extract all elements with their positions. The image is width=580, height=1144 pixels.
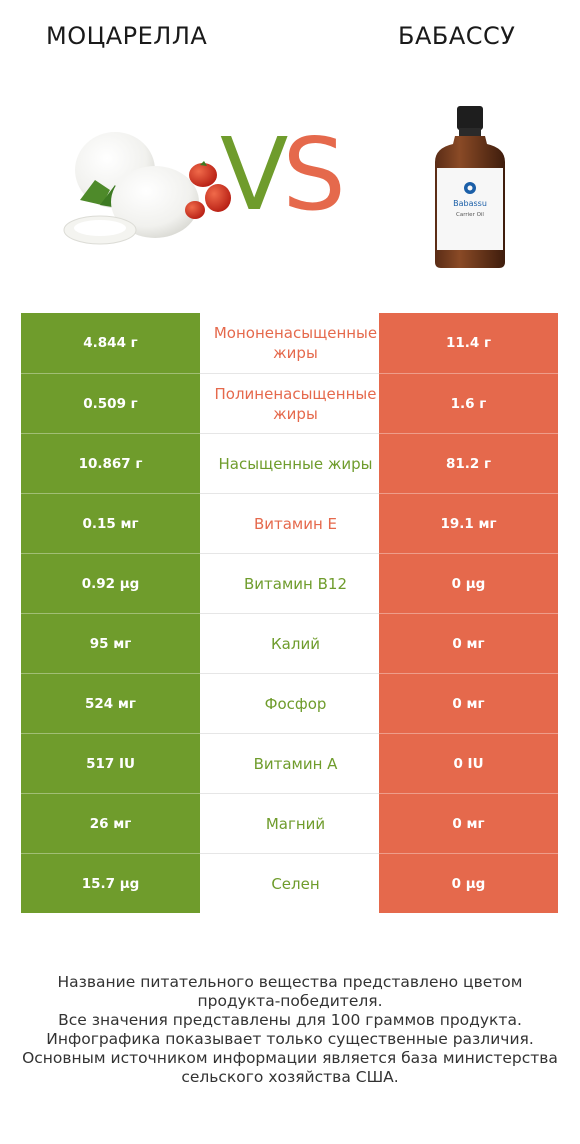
left-value: 524 мг — [21, 673, 200, 733]
footer-line: Основным источником информации является … — [22, 1049, 558, 1067]
left-value: 26 мг — [21, 793, 200, 853]
left-value: 0.15 мг — [21, 493, 200, 553]
nutrient-name: Витамин A — [200, 733, 379, 793]
bottle-label-brand: Babassu — [453, 199, 487, 208]
right-value: 0 µg — [379, 553, 558, 613]
left-value: 517 IU — [21, 733, 200, 793]
nutrient-name: Мононенасыщенные жиры — [200, 313, 379, 373]
footer-note: Название питательного вещества представл… — [20, 973, 560, 1087]
nutrient-name: Калий — [200, 613, 379, 673]
vs-label: VS — [220, 116, 346, 233]
nutrient-name: Насыщенные жиры — [200, 433, 379, 493]
right-value: 0 мг — [379, 673, 558, 733]
nutrient-name: Магний — [200, 793, 379, 853]
right-value: 81.2 г — [379, 433, 558, 493]
right-value: 0 IU — [379, 733, 558, 793]
table-row: 524 мг Фосфор 0 мг — [21, 673, 558, 733]
table-row: 26 мг Магний 0 мг — [21, 793, 558, 853]
left-value: 0.92 µg — [21, 553, 200, 613]
left-value: 4.844 г — [21, 313, 200, 373]
mozzarella-image — [63, 132, 231, 245]
comparison-table: 4.844 г Мононенасыщенные жиры 11.4 г 0.509 … — [21, 313, 558, 913]
left-value: 15.7 µg — [21, 853, 200, 913]
left-value: 10.867 г — [21, 433, 200, 493]
nutrient-name: Фосфор — [200, 673, 379, 733]
bottle-label-sub: Carrier Oil — [456, 212, 484, 218]
right-value: 0 мг — [379, 613, 558, 673]
table-row: 0.15 мг Витамин E 19.1 мг — [21, 493, 558, 553]
right-product-title: БАБАССУ — [398, 22, 516, 50]
table-row: 0.509 г Полиненасыщенные жиры 1.6 г — [21, 373, 558, 433]
right-value: 1.6 г — [379, 373, 558, 433]
footer-line: продукта-победителя. — [197, 992, 383, 1010]
nutrient-name: Селен — [200, 853, 379, 913]
footer-line: Название питательного вещества представл… — [57, 973, 523, 991]
footer-line: Все значения представлены для 100 граммо… — [58, 1011, 522, 1029]
right-value: 0 µg — [379, 853, 558, 913]
left-product-title: МОЦАРЕЛЛА — [46, 22, 208, 50]
table-row: 10.867 г Насыщенные жиры 81.2 г — [21, 433, 558, 493]
table-row: 4.844 г Мононенасыщенные жиры 11.4 г — [21, 313, 558, 373]
nutrient-name: Витамин B12 — [200, 553, 379, 613]
footer-line: сельского хозяйства США. — [181, 1068, 399, 1086]
left-value: 95 мг — [21, 613, 200, 673]
right-value: 0 мг — [379, 793, 558, 853]
left-value: 0.509 г — [21, 373, 200, 433]
right-value: 11.4 г — [379, 313, 558, 373]
right-value: 19.1 мг — [379, 493, 558, 553]
footer-line: Инфографика показывает только существенн… — [46, 1030, 534, 1048]
table-row: 95 мг Калий 0 мг — [21, 613, 558, 673]
babassu-oil-bottle-image: Babassu Carrier Oil — [435, 106, 505, 268]
nutrient-name: Витамин E — [200, 493, 379, 553]
table-row: 0.92 µg Витамин B12 0 µg — [21, 553, 558, 613]
nutrient-name: Полиненасыщенные жиры — [200, 373, 379, 433]
table-row: 15.7 µg Селен 0 µg — [21, 853, 558, 913]
